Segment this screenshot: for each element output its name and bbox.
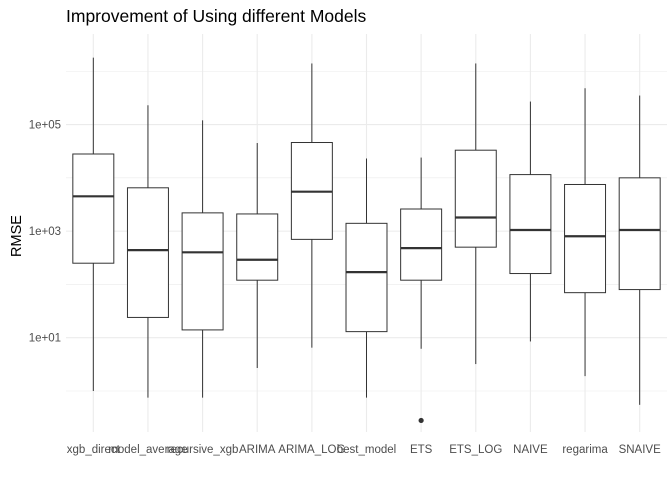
box-ARIMA: [236, 143, 279, 369]
y-tick-label: 1e+01: [29, 333, 61, 345]
box-best_model: [345, 158, 388, 398]
box-iqr: [236, 213, 279, 281]
chart-title: Improvement of Using different Models: [66, 6, 367, 26]
box-ETS_LOG: [454, 63, 497, 365]
box-model_average: [126, 105, 169, 398]
box-iqr: [400, 208, 443, 281]
box-ARIMA_LOG: [290, 63, 333, 348]
x-tick-label: SNAIVE: [619, 444, 662, 456]
y-axis-tick-labels: 1e+01 1e+03 1e+05: [29, 120, 61, 345]
boxes: [72, 57, 661, 424]
box-iqr: [564, 183, 607, 294]
x-tick-label: ARIMA: [239, 444, 276, 456]
box-iqr: [618, 177, 661, 291]
y-axis-title: RMSE: [9, 215, 25, 257]
x-tick-label: model_average: [108, 444, 187, 456]
x-tick-label: best_model: [337, 444, 396, 456]
box-iqr: [181, 212, 224, 331]
box-SNAIVE: [618, 95, 661, 405]
box-NAIVE: [509, 101, 552, 342]
x-tick-label: xgb_direct: [67, 444, 121, 456]
x-tick-label: ETS_LOG: [449, 444, 502, 456]
x-tick-label: recursive_xgb: [167, 444, 239, 456]
x-tick-label: ARIMA_LOG: [278, 444, 345, 456]
box-xgb_direct: [72, 57, 115, 391]
box-iqr: [126, 187, 169, 318]
y-tick-label: 1e+05: [29, 120, 61, 132]
box-regarima: [564, 88, 607, 377]
box-iqr: [454, 149, 497, 248]
box-iqr: [72, 153, 115, 264]
x-tick-label: regarima: [562, 444, 608, 456]
x-tick-label: ETS: [410, 444, 433, 456]
box-recursive_xgb: [181, 120, 224, 398]
y-tick-label: 1e+03: [29, 226, 61, 238]
x-tick-label: NAIVE: [513, 444, 548, 456]
outlier-point: [418, 417, 424, 424]
box-ETS: [400, 157, 443, 424]
box-iqr: [509, 174, 552, 275]
box-iqr: [345, 222, 388, 333]
